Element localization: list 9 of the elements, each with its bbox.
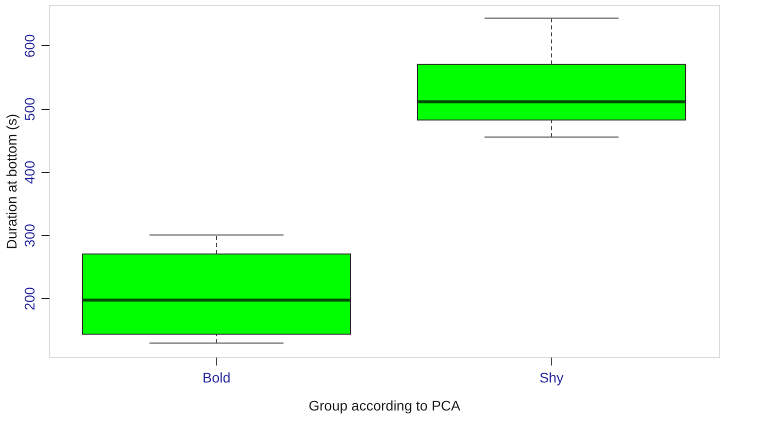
- x-tick-label: Bold: [202, 370, 231, 386]
- y-tick-label: 500: [22, 97, 38, 121]
- y-tick-label: 300: [22, 224, 38, 248]
- y-tick-label: 400: [22, 160, 38, 184]
- x-tick-label: Shy: [539, 370, 564, 386]
- x-axis-title: Group according to PCA: [308, 398, 462, 414]
- y-tick-label: 200: [22, 286, 38, 310]
- y-tick-label: 600: [22, 34, 38, 58]
- y-axis-title: Duration at bottom (s): [4, 114, 20, 250]
